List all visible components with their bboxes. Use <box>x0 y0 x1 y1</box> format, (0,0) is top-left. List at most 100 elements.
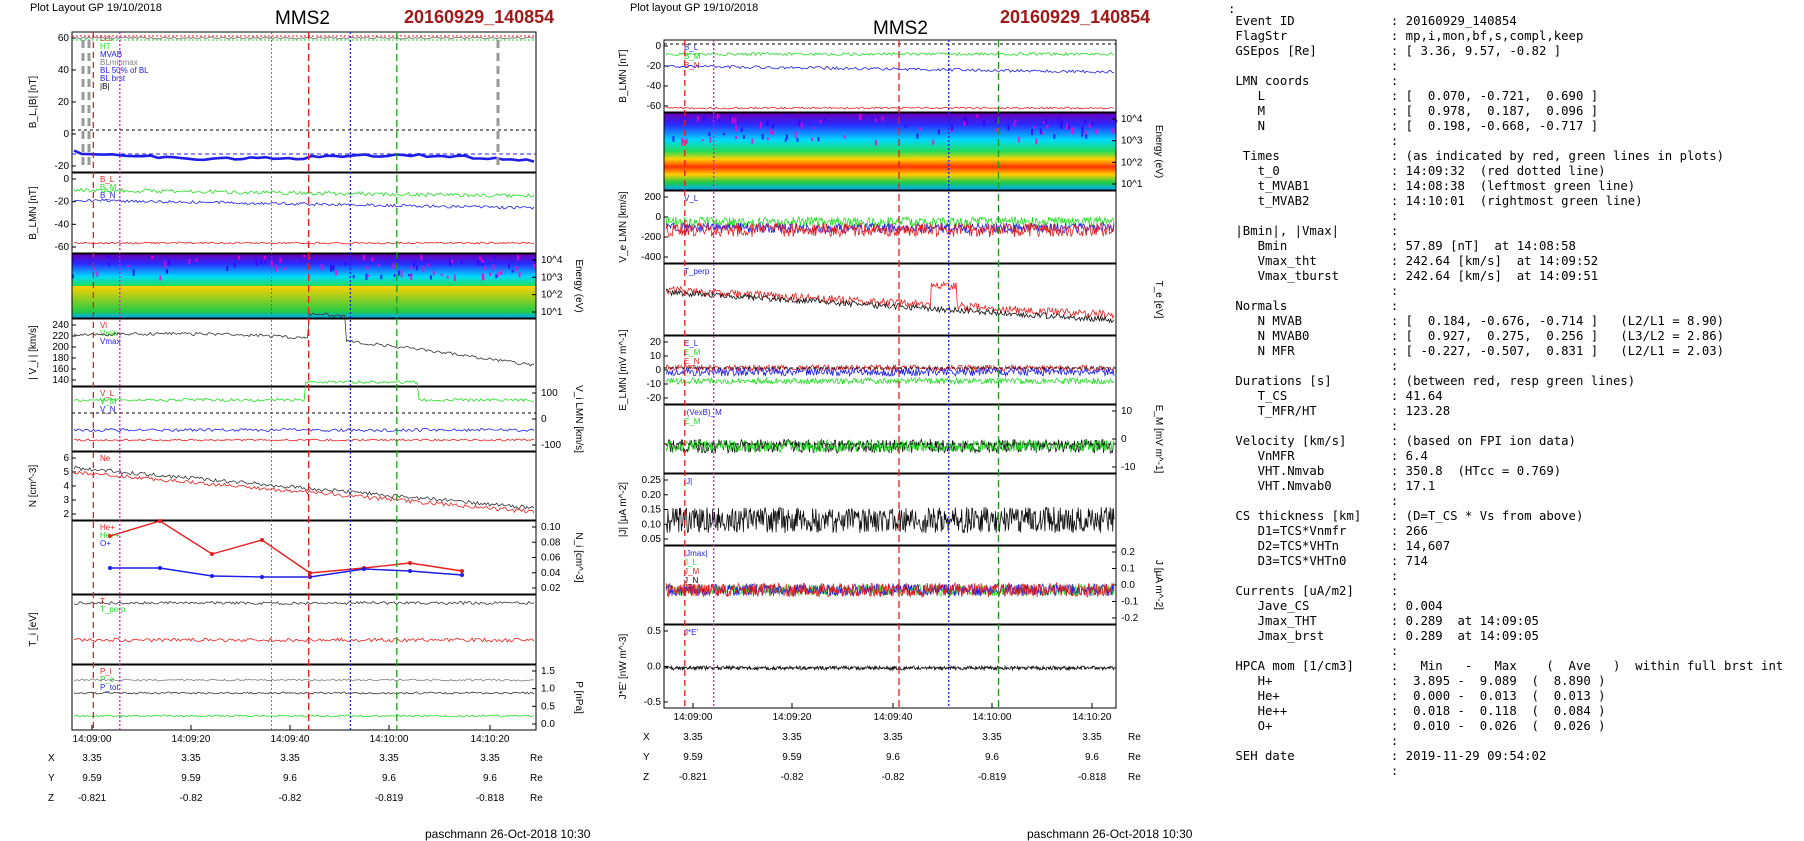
info-value: : [ 0.070, -0.721, 0.690 ] <box>1390 89 1599 103</box>
info-row: O+ : 0.010 - 0.026 ( 0.026 ) <box>1228 719 1798 734</box>
info-key: He++ <box>1228 704 1391 718</box>
mid-panel-9-legend-item: J*E' <box>684 628 698 637</box>
mid-orbit-unit: Re <box>1128 732 1141 743</box>
left-panel-3-spectrogram-speck <box>420 256 423 261</box>
left-panel-3-spectrogram-speck <box>275 264 278 272</box>
info-value: : 0.000 - 0.013 ( 0.013 ) <box>1390 689 1606 703</box>
mid-panel-6-ylabel: E_M [mV m^-1] <box>1153 405 1164 474</box>
mid-panel-2-spectrogram <box>664 113 1118 190</box>
left-panel-6-ylabel: N [cm^-3] <box>28 465 39 508</box>
left-panel-3-spectrogram-speck <box>132 269 135 276</box>
left-VL-line <box>73 380 534 403</box>
left-panel-3-spectrogram-speck <box>518 271 521 278</box>
mid-panel-2-spectrogram-speck <box>761 133 764 140</box>
mid-panel-3-ylabel: V_e LMN [km/s] <box>618 191 629 262</box>
info-key <box>1228 734 1391 748</box>
left-Ni-line <box>73 465 535 510</box>
info-value: : (as indicated by red, green lines in p… <box>1390 149 1725 163</box>
left-orbit-unit: Re <box>530 753 543 764</box>
left-panel-3-spectrogram-speck <box>108 263 111 266</box>
left-orbit-value: -0.82 <box>279 793 302 804</box>
left-Oplus-point <box>158 566 162 570</box>
mid-panel-2-spectrogram-speck <box>982 119 985 126</box>
left-panel-2-ylabel: B_LMN [nT] <box>28 186 39 240</box>
left-event-id: 20160929_140854 <box>404 7 555 27</box>
info-key: Bmin <box>1228 239 1391 253</box>
left-panel-7-tick-label: 0.10 <box>541 522 561 533</box>
left-panel-3-spectrogram-speck <box>107 254 110 260</box>
info-row: Jave_CS : 0.004 <box>1228 599 1798 614</box>
info-key: VHT.Nmvab0 <box>1228 479 1391 493</box>
info-row: FlagStr : mp,i,mon,bf,s,compl,keep <box>1228 29 1798 44</box>
mid-orbit-value: -0.821 <box>679 772 708 783</box>
info-value: : <box>1390 764 1399 778</box>
left-panel-4-legend-item: Vi <box>100 321 107 330</box>
info-key: Jmax_brst <box>1228 629 1391 643</box>
info-key: H+ <box>1228 674 1391 688</box>
mid-panel-8-tick-label: 0.1 <box>1121 564 1135 575</box>
mid-panel-9-tick-label: -0.5 <box>644 697 662 708</box>
left-panel-3-spectrogram-speck <box>255 258 258 264</box>
mid-panel-1-tick-label: 0 <box>655 41 661 52</box>
mid-panel-8-legend-item: J_L <box>684 558 697 567</box>
info-value: : 3.895 - 9.089 ( 8.890 ) <box>1390 674 1606 688</box>
info-value: : <box>1390 284 1399 298</box>
left-panel-3-spectrogram-speck <box>168 259 171 266</box>
left-panel-3-spectrogram-speck <box>393 274 396 277</box>
mid-panel-2-spectrogram-speck <box>734 117 737 124</box>
info-value: : 2019-11-29 09:54:02 <box>1390 749 1547 763</box>
mid-J-line <box>665 506 1115 534</box>
info-value: : <box>1390 74 1399 88</box>
left-panel-3-spectrogram-speck <box>195 258 198 263</box>
info-row: Durations [s] : (between red, resp green… <box>1228 374 1798 389</box>
mid-panel-8-tick-label: 0.2 <box>1121 547 1135 558</box>
left-panel-2-legend-item: B_N <box>100 191 116 200</box>
left-panel-9 <box>71 664 537 731</box>
left-panel-3-spectrogram-speck <box>330 264 333 272</box>
mid-panel-1-legend-item: B_L <box>684 43 699 52</box>
mid-panel-2-spectrogram-speck <box>734 124 737 132</box>
left-panel-3-spectrogram-speck <box>507 262 510 269</box>
mid-panel-2-tick-label: 10^3 <box>1121 136 1143 147</box>
mid-EMx-line <box>665 438 1115 454</box>
mid-EM-line <box>665 376 1115 386</box>
mid-panel-2-spectrogram-speck <box>672 136 675 142</box>
left-orbit-value: -0.818 <box>476 793 505 804</box>
info-value: : <box>1390 569 1399 583</box>
info-value: : <box>1390 494 1399 508</box>
info-value: : (between red, resp green lines) <box>1390 374 1636 388</box>
left-panel-3-ylabel: Energy (eV) <box>573 259 584 312</box>
mid-orbit-value: 3.35 <box>982 732 1002 743</box>
info-row: : <box>1228 359 1798 374</box>
left-panel-1-legend-item: BLminmax <box>100 58 138 67</box>
left-orbit-value: 3.35 <box>379 753 399 764</box>
mid-panel-2-spectrogram-speck <box>731 117 734 124</box>
left-panel-3-spectrogram-speck <box>72 274 75 279</box>
mid-panel-2-spectrogram-speck <box>976 114 979 118</box>
mid-panel-2-spectrogram-speck <box>770 128 773 134</box>
info-value: : 14:10:01 (rightmost green line) <box>1390 194 1643 208</box>
left-panel-5-tick-label: 100 <box>541 388 558 399</box>
info-key: |Bmin|, |Vmax| <box>1228 224 1391 238</box>
left-panel-3-spectrogram-speck <box>400 270 403 278</box>
left-panel-3-spectrogram-speck <box>159 275 162 281</box>
left-panel-2 <box>71 172 537 254</box>
left-panel-3-spectrogram-speck <box>380 274 383 280</box>
mid-panel-6 <box>663 404 1117 474</box>
left-xtick-label: 14:09:20 <box>172 734 211 745</box>
left-panel-3-spectrogram-speck <box>481 273 484 281</box>
left-panel-1-tick-label: 60 <box>58 33 70 44</box>
left-panel-3-spectrogram-speck <box>397 270 400 276</box>
left-panel-6-tick-label: 2 <box>63 509 69 520</box>
mid-panel-2-spectrogram-speck <box>1067 124 1070 130</box>
left-panel-7-legend-item: He+ <box>100 523 115 532</box>
mid-panel-2-spectrogram-speck <box>995 128 998 132</box>
mid-orbit-value: 9.6 <box>985 752 999 763</box>
left-panel-1-legend-item: BL 50% of BL <box>100 66 149 75</box>
mid-panel-2-spectrogram-speck <box>811 137 814 142</box>
info-value: : <box>1390 209 1399 223</box>
info-row: : <box>1228 494 1798 509</box>
left-panel-3-spectrogram-speck <box>450 259 453 264</box>
left-orbit-value: -0.819 <box>375 793 404 804</box>
info-key: T_CS <box>1228 389 1391 403</box>
